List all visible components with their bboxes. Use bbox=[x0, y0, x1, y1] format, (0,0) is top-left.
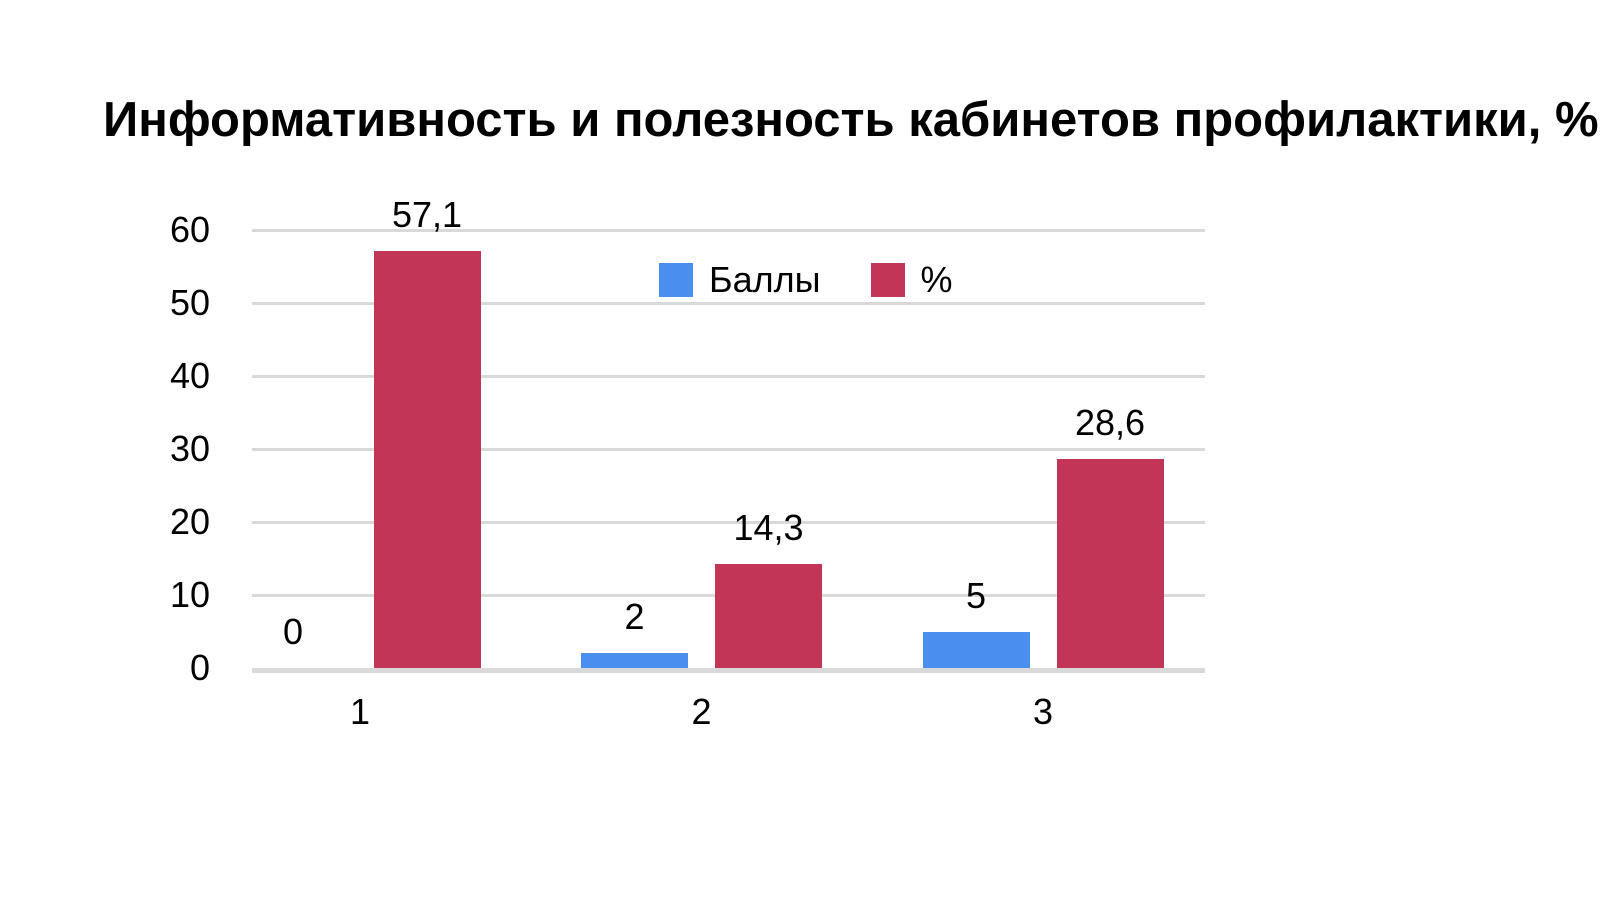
bar-bally-2[interactable] bbox=[581, 653, 688, 668]
x-axis-category-label-2: 2 bbox=[691, 691, 712, 732]
x-axis-category-label-3: 3 bbox=[1032, 691, 1054, 732]
bar-value-label-bally-3: 5 bbox=[965, 574, 987, 616]
legend-label-bally: Баллы bbox=[709, 259, 821, 300]
chart-title: Информативность и полезность кабинетов п… bbox=[103, 93, 1599, 147]
x-axis-baseline bbox=[252, 668, 1205, 673]
bar-value-label-bally-1: 0 bbox=[282, 611, 304, 652]
y-axis-tick-label-30: 30 bbox=[169, 428, 210, 469]
y-axis-tick-label-10: 10 bbox=[169, 574, 210, 615]
bar-value-label-percent-3: 28,6 bbox=[1074, 402, 1146, 444]
gridline-40 bbox=[252, 374, 1205, 378]
bar-value-label-bally-2: 2 bbox=[624, 596, 645, 638]
bar-percent-3[interactable] bbox=[1056, 459, 1164, 668]
bar-percent-2[interactable] bbox=[715, 563, 822, 668]
bar-value-label-percent-2: 14,3 bbox=[733, 506, 804, 548]
gridline-50 bbox=[252, 301, 1205, 305]
legend-item-percent[interactable]: % bbox=[870, 259, 953, 300]
bar-percent-1[interactable] bbox=[373, 251, 481, 668]
legend-label-percent: % bbox=[920, 259, 953, 300]
bar-value-label-percent-1: 57,1 bbox=[391, 194, 463, 236]
y-axis-tick-label-40: 40 bbox=[169, 355, 210, 396]
legend: Баллы % bbox=[659, 262, 953, 298]
y-axis-tick-label-0: 0 bbox=[189, 647, 210, 688]
legend-swatch-percent-icon bbox=[870, 263, 905, 297]
y-axis-tick-label-50: 50 bbox=[169, 282, 210, 323]
gridline-60 bbox=[252, 228, 1205, 232]
y-axis-tick-label-60: 60 bbox=[169, 209, 210, 250]
y-axis-tick-label-20: 20 bbox=[169, 501, 210, 542]
x-axis-category-label-1: 1 bbox=[349, 691, 371, 732]
bar-bally-3[interactable] bbox=[922, 631, 1030, 668]
gridline-20 bbox=[252, 520, 1205, 524]
legend-item-bally[interactable]: Баллы bbox=[659, 262, 821, 298]
gridline-30 bbox=[252, 447, 1205, 451]
legend-swatch-bally-icon bbox=[659, 263, 693, 297]
